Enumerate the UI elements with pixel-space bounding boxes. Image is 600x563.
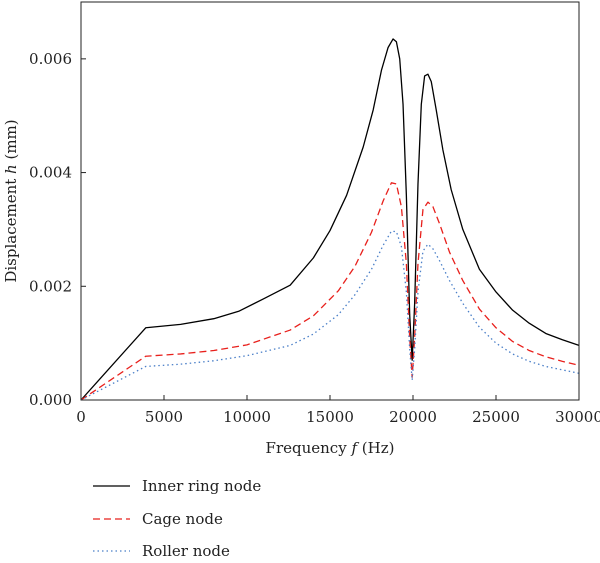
y-axis-label-unit: (mm): [2, 119, 20, 164]
x-axis-label-text: Frequency: [266, 439, 352, 457]
x-tick-label: 20000: [389, 408, 437, 426]
series-layer: [80, 38, 580, 401]
x-axis-label-variable: f: [350, 439, 359, 457]
y-tick-label: 0.004: [29, 164, 72, 182]
y-tick-label: 0.002: [29, 277, 72, 295]
x-axis-label: Frequency f (Hz): [266, 439, 395, 457]
y-axis-label-variable: h: [2, 164, 20, 174]
legend-label-1: Inner ring node: [142, 477, 261, 495]
x-tick-label: 5000: [145, 408, 183, 426]
y-axis-label: Displacement h (mm): [2, 119, 20, 282]
x-tick-label: 0: [76, 408, 86, 426]
plot-frame: [80, 1, 580, 401]
series-line-3: [80, 230, 580, 401]
ticks-layer: 0 5000 10000 15000 20000 25000 30000 0.000 0.002…: [29, 50, 600, 426]
legend: Inner ring node Cage node Roller node: [93, 477, 261, 560]
x-tick-label: 30000: [555, 408, 600, 426]
x-tick-label: 15000: [306, 408, 354, 426]
legend-label-3: Roller node: [142, 542, 230, 560]
y-tick-label: 0.006: [29, 50, 72, 68]
y-tick-label: 0.000: [29, 391, 72, 409]
series-line-1: [80, 38, 580, 401]
x-axis-label-unit: (Hz): [357, 439, 394, 457]
x-tick-label: 10000: [223, 408, 271, 426]
y-axis-label-text: Displacement: [2, 174, 20, 283]
x-tick-label: 25000: [472, 408, 520, 426]
series-line-2: [80, 182, 580, 401]
legend-label-2: Cage node: [142, 510, 223, 528]
